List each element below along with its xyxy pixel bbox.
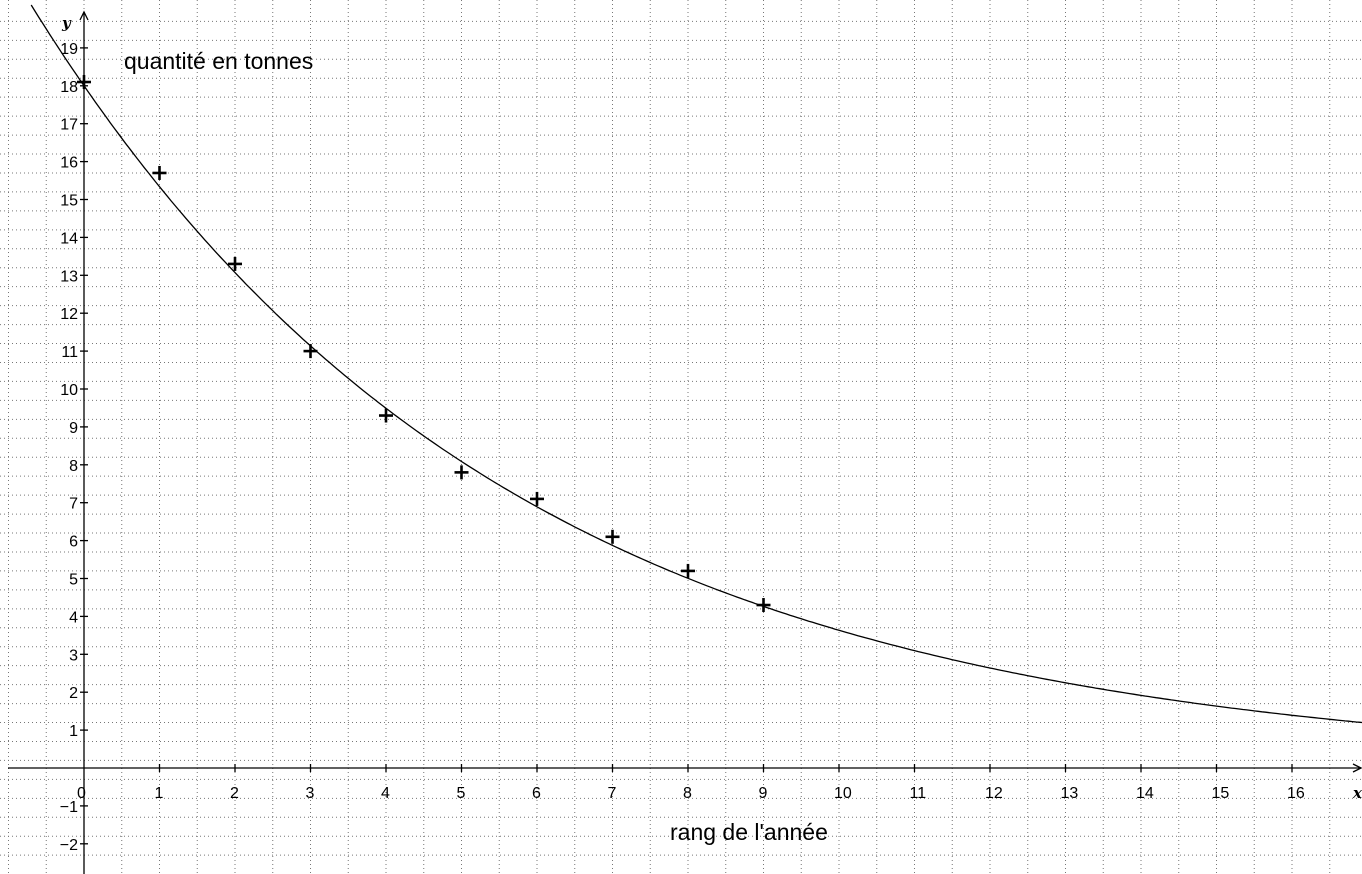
y-tick-label: 5 <box>69 572 78 589</box>
data-points <box>77 75 771 613</box>
x-tick-label: 9 <box>759 785 768 802</box>
x-axis-label: x <box>1352 784 1362 802</box>
y-tick-label: 15 <box>60 193 78 210</box>
data-point <box>756 598 771 613</box>
y-tick-label: 9 <box>69 420 78 437</box>
x-tick-label: 10 <box>834 785 852 802</box>
y-tick-label: 13 <box>60 268 78 285</box>
y-tick-label: 2 <box>69 685 78 702</box>
x-axis-arrow <box>1352 763 1362 773</box>
x-tick-label: 6 <box>532 785 541 802</box>
y-tick-label: 11 <box>61 344 78 361</box>
x-tick-label: 4 <box>381 785 390 802</box>
regression-curve <box>30 4 1362 724</box>
y-tick-label: 1 <box>69 723 78 740</box>
data-point <box>530 491 544 506</box>
x-tick-label: 0 <box>77 785 86 802</box>
data-point <box>605 529 620 544</box>
x-tick-label: 3 <box>306 785 315 802</box>
y-tick-label: 18 <box>60 79 78 96</box>
data-point <box>454 465 469 480</box>
x-tick-label: 13 <box>1061 785 1079 802</box>
x-tick-label: 16 <box>1287 785 1305 802</box>
x-tick-label: 11 <box>910 785 927 802</box>
y-tick-label: 10 <box>60 382 78 399</box>
x-axis-title: rang de l'année <box>670 819 828 845</box>
tick-labels: 0 1 2 3 4 5 6 7 8 9 10 11 12 13 14 15 16−2−1123456789101… <box>60 41 1305 854</box>
y-tick-label: −1 <box>60 799 78 816</box>
y-axis-label: y <box>61 14 72 32</box>
x-tick-label: 1 <box>155 785 164 802</box>
x-tick-label: 8 <box>683 785 692 802</box>
data-point <box>228 256 242 271</box>
x-tick-label: 15 <box>1212 785 1230 802</box>
y-tick-label: 3 <box>69 647 78 664</box>
x-tick-label: 14 <box>1136 785 1154 802</box>
data-point <box>379 408 393 423</box>
y-tick-label: 12 <box>60 306 78 323</box>
y-tick-label: −2 <box>60 837 78 854</box>
y-axis-arrow <box>79 10 89 21</box>
x-tick-label: 7 <box>608 785 617 802</box>
x-tick-label: 5 <box>457 785 466 802</box>
y-tick-label: 7 <box>69 496 78 513</box>
data-point <box>77 75 91 90</box>
y-axis-title: quantité en tonnes <box>124 48 313 74</box>
y-tick-label: 6 <box>69 534 78 551</box>
data-point <box>681 563 695 578</box>
data-point <box>152 165 167 180</box>
y-tick-label: 8 <box>69 458 78 475</box>
y-tick-label: 17 <box>60 117 78 134</box>
y-tick-label: 19 <box>60 41 78 58</box>
y-tick-label: 16 <box>60 155 78 172</box>
x-tick-label: 12 <box>985 785 1003 802</box>
axes <box>8 10 1362 874</box>
data-point <box>303 344 318 359</box>
y-tick-label: 14 <box>60 230 78 247</box>
x-tick-label: 2 <box>230 785 239 802</box>
y-tick-label: 4 <box>69 609 78 626</box>
